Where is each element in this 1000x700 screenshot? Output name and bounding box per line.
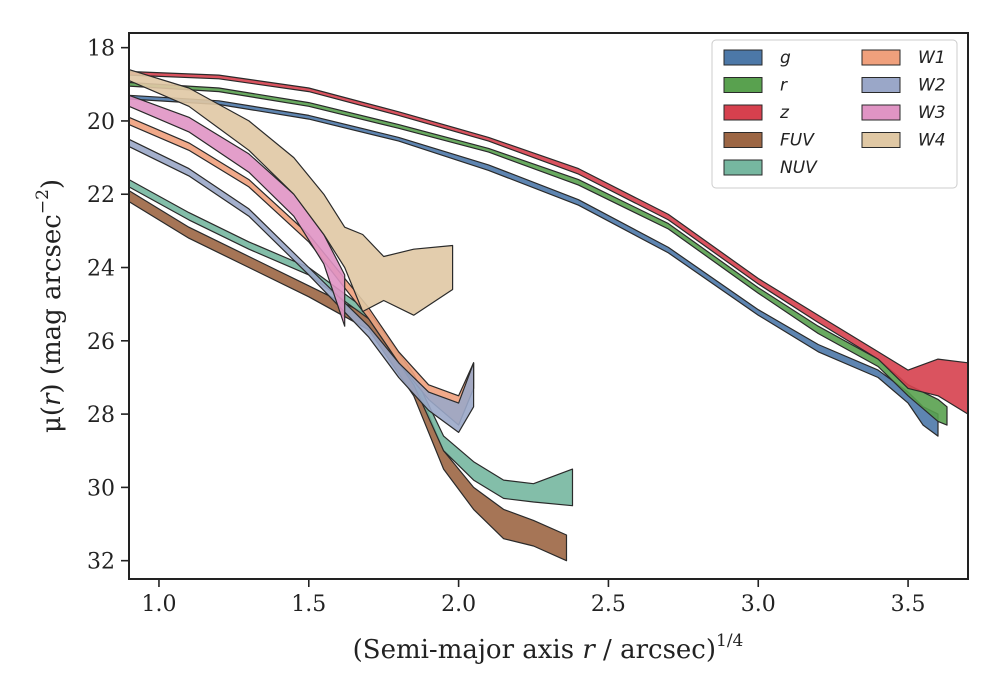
legend-label-z: z — [779, 103, 790, 123]
x-tick-label: 2.0 — [441, 592, 476, 617]
plot-frame — [128, 32, 969, 580]
x-tick-label: 3.0 — [741, 592, 776, 617]
legend-label-w1: W1 — [918, 48, 946, 68]
series-band-g — [128, 94, 939, 437]
legend-label-w4: W4 — [918, 131, 946, 151]
legend-swatch-z — [723, 104, 763, 121]
legend: grz FUV NUV W1 W2 W3 W4 — [711, 39, 958, 189]
x-tick-label: 3.5 — [891, 592, 926, 617]
y-tick-label: 24 — [87, 257, 115, 282]
series-band-nuv — [128, 179, 574, 507]
y-tick-label: 18 — [87, 37, 115, 62]
legend-label-w3: W3 — [918, 103, 946, 123]
legend-label-fuv: FUV — [780, 131, 815, 151]
legend-swatch-r — [723, 77, 763, 93]
x-tick-label: 1.0 — [141, 592, 176, 617]
y-tick-label: 30 — [87, 476, 115, 501]
series-band-fuv — [128, 190, 568, 562]
series-band-w2 — [128, 138, 475, 433]
legend-swatch-w1 — [861, 49, 901, 66]
x-tick-label: 2.5 — [591, 592, 626, 617]
legend-swatch-g — [723, 49, 763, 66]
legend-label-nuv: NUV — [780, 158, 818, 178]
series-layer — [128, 69, 969, 562]
legend-swatch-fuv — [723, 132, 763, 148]
x-tick-label: 1.5 — [291, 592, 326, 617]
legend-swatch-w4 — [861, 132, 901, 148]
y-tick-label: 28 — [87, 403, 115, 428]
y-axis-title: μ(r) (mag arcsec−2) — [33, 179, 67, 433]
series-band-r — [128, 81, 948, 426]
legend-swatch-w3 — [861, 104, 901, 121]
legend-items: grz FUV NUV W1 W2 W3 W4 — [723, 48, 946, 178]
y-tick-label: 22 — [87, 183, 115, 208]
x-axis-title: (Semi-major axis r / arcsec)1/4 — [353, 631, 744, 665]
y-tick-label: 26 — [87, 330, 115, 355]
y-tick-label: 32 — [87, 550, 115, 575]
legend-swatch-nuv — [723, 159, 763, 176]
series-band-w3 — [128, 94, 346, 327]
legend-label-r: r — [780, 76, 788, 96]
legend-swatch-w2 — [861, 77, 901, 93]
series-band-w4 — [128, 69, 454, 316]
y-tick-label: 20 — [87, 110, 115, 135]
legend-label-w2: W2 — [918, 76, 946, 96]
ticks-layer: 1.0 1.5 2.0 2.5 3.0 3.5 18 20 22 24 26 28 30 32 — [87, 37, 926, 617]
legend-label-g: g — [780, 48, 791, 68]
